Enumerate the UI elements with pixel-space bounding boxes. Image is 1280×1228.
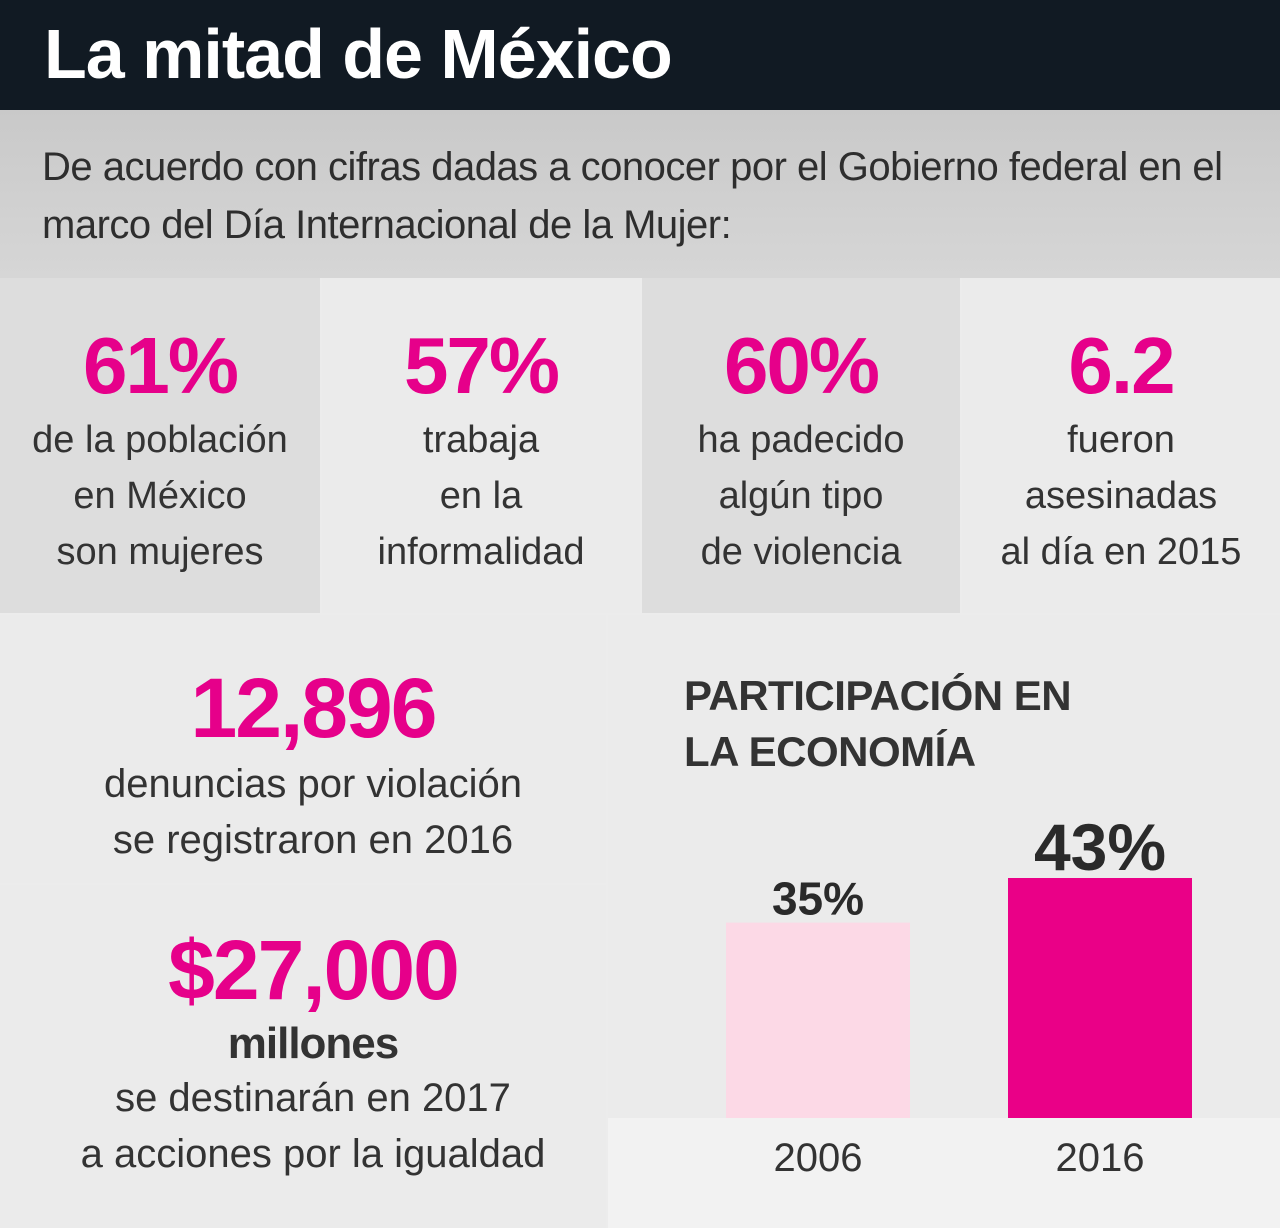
bar-2006 — [726, 922, 910, 1118]
stat-value: 57% — [403, 321, 560, 410]
stat-desc-line: al día en 2015 — [1000, 531, 1242, 573]
stat-violencia: 60% ha padecido algún tipo de violencia — [642, 320, 960, 580]
stat-desc-line: trabaja — [422, 419, 540, 461]
stat-asesinadas: 6.2 fueron asesinadas al día en 2015 — [962, 320, 1280, 580]
stat-desc-line: son mujeres — [56, 531, 264, 573]
stat-poblacion: 61% de la población en México son mujere… — [0, 320, 320, 580]
stat-box-4 — [962, 278, 1280, 613]
chart-axis-band — [608, 1118, 1280, 1228]
stat-informalidad: 57% trabaja en la informalidad — [322, 320, 640, 580]
stat-desc-line: de violencia — [700, 531, 902, 573]
x-tick-label: 2016 — [1056, 1136, 1145, 1180]
bar-value-label: 43% — [1034, 810, 1166, 884]
bar-value-label: 35% — [772, 873, 864, 925]
stat-desc-line: en la — [439, 475, 523, 517]
stat-desc-line: ha padecido — [697, 419, 905, 461]
x-tick-label: 2006 — [774, 1136, 863, 1180]
stat-desc-line: a acciones por la igualdad — [80, 1132, 546, 1176]
stat-box-3 — [642, 278, 960, 613]
chart-title: PARTICIPACIÓN EN LA ECONOMÍA — [684, 672, 1072, 775]
stat-box-1 — [0, 278, 320, 613]
stat-unit: millones — [227, 1019, 400, 1068]
stat-presupuesto: $27,000 millones se destinarán en 2017 a… — [0, 922, 626, 1182]
intro-band: De acuerdo con cifras dadas a conocer po… — [0, 110, 1280, 278]
stat-denuncias: 12,896 denuncias por violación se regist… — [0, 660, 626, 868]
stat-desc-line: se registraron en 2016 — [112, 818, 514, 862]
denuncias-box — [0, 615, 606, 883]
stat-value: 61% — [82, 321, 239, 410]
stat-desc-line: informalidad — [377, 531, 585, 573]
stat-value: 60% — [723, 321, 880, 410]
bar-2016 — [1008, 878, 1192, 1118]
stat-desc-line: de la población — [32, 419, 288, 461]
stat-desc-line: en México — [73, 475, 247, 517]
intro-text: De acuerdo con cifras dadas a conocer po… — [42, 145, 1223, 247]
stat-value: 12,896 — [190, 661, 438, 755]
stat-value: $27,000 — [168, 923, 460, 1017]
stat-value: 6.2 — [1068, 321, 1175, 410]
page-title: La mitad de México — [44, 15, 673, 93]
header-bar: La mitad de México — [0, 0, 1280, 110]
stat-desc-line: algún tipo — [718, 475, 884, 517]
presupuesto-box — [0, 885, 606, 1228]
stat-desc-line: se destinarán en 2017 — [115, 1076, 511, 1120]
stat-desc-line: fueron — [1067, 419, 1175, 461]
stat-desc-line: asesinadas — [1024, 475, 1218, 517]
stat-desc-line: denuncias por violación — [103, 762, 523, 806]
stat-box-2 — [322, 278, 640, 613]
